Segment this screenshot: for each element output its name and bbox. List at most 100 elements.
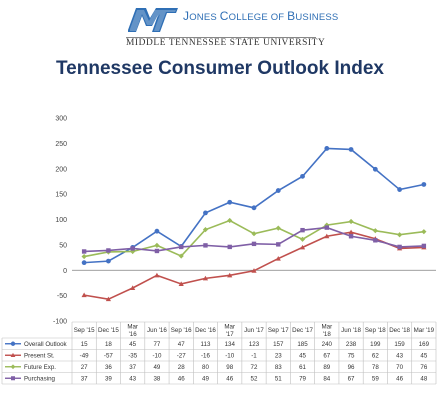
data-table-cell: 98 bbox=[226, 364, 233, 371]
legend-label: Future Exp. bbox=[24, 364, 56, 371]
data-point bbox=[81, 253, 87, 260]
data-point bbox=[300, 227, 305, 233]
data-table-cell: 169 bbox=[419, 341, 430, 348]
data-point bbox=[421, 243, 427, 249]
data-point bbox=[179, 244, 184, 250]
data-point bbox=[154, 242, 160, 248]
data-table-cell: 238 bbox=[346, 341, 357, 348]
legend-label: Present St. bbox=[24, 352, 55, 359]
y-tick-label: 50 bbox=[59, 242, 67, 249]
data-table-cell: 77 bbox=[153, 341, 160, 348]
data-table-cell: 76 bbox=[420, 364, 427, 371]
data-point bbox=[178, 253, 184, 259]
data-point bbox=[81, 249, 87, 254]
legend-key-marker bbox=[10, 352, 16, 358]
data-table-cell: 83 bbox=[275, 364, 282, 371]
data-table-cell: 67 bbox=[323, 352, 330, 359]
y-tick-label: 100 bbox=[55, 217, 67, 224]
data-point bbox=[324, 225, 329, 230]
data-point bbox=[251, 241, 257, 247]
data-table-cell: 49 bbox=[153, 364, 160, 371]
data-point bbox=[299, 244, 306, 250]
data-table-cell: 159 bbox=[394, 341, 405, 348]
data-table-cell: -16 bbox=[201, 352, 211, 359]
x-tick-label: Dec '16 bbox=[195, 327, 216, 334]
data-table-cell: 89 bbox=[323, 364, 330, 371]
data-point bbox=[421, 182, 427, 187]
data-point bbox=[251, 268, 257, 273]
data-point bbox=[130, 246, 135, 251]
data-point bbox=[81, 292, 87, 298]
header: JONES COLLEGE OF BUSINESS MIDDLE TENNESS… bbox=[0, 0, 440, 52]
data-point bbox=[105, 296, 111, 302]
data-point bbox=[348, 234, 354, 239]
mt-logo-icon bbox=[128, 8, 178, 32]
data-table-cell: -1 bbox=[251, 352, 257, 359]
data-table-cell: 46 bbox=[396, 375, 403, 382]
data-point bbox=[397, 187, 402, 192]
data-table-cell: 45 bbox=[420, 352, 427, 359]
data-point bbox=[324, 146, 330, 151]
data-table-cell: 27 bbox=[81, 364, 88, 371]
chart-title: Tennessee Consumer Outlook Index bbox=[55, 58, 384, 79]
data-point bbox=[154, 228, 160, 234]
x-tick-label: Dec '18 bbox=[389, 327, 410, 334]
data-table-cell: 39 bbox=[105, 375, 112, 382]
data-table-cell: 134 bbox=[225, 341, 236, 348]
data-table-cell: 96 bbox=[348, 364, 355, 371]
data-point bbox=[227, 244, 232, 250]
data-point bbox=[275, 255, 281, 261]
data-point bbox=[203, 243, 208, 248]
x-tick-label: '18 bbox=[323, 331, 332, 338]
data-table-cell: 37 bbox=[129, 364, 136, 371]
data-table-cell: 45 bbox=[129, 341, 136, 348]
data-point bbox=[178, 281, 184, 286]
data-table-cell: 36 bbox=[105, 364, 112, 371]
data-point bbox=[348, 229, 354, 235]
x-tick-label: Sep '16 bbox=[171, 327, 192, 334]
data-point bbox=[251, 205, 257, 211]
college-name: JONES COLLEGE OF BUSINESS bbox=[183, 9, 339, 23]
x-tick-label: Jun '16 bbox=[147, 327, 167, 334]
data-table-cell: 23 bbox=[275, 352, 282, 359]
data-point bbox=[275, 225, 281, 231]
header-divider bbox=[126, 37, 316, 38]
y-tick-label: 250 bbox=[55, 141, 67, 148]
data-table-cell: 80 bbox=[202, 364, 209, 371]
data-point bbox=[227, 272, 233, 278]
data-point bbox=[227, 217, 233, 224]
data-table-cell: 185 bbox=[297, 341, 308, 348]
x-tick-label: Sep '15 bbox=[74, 327, 95, 334]
x-tick-label: Sep '17 bbox=[268, 327, 289, 334]
data-table-cell: 43 bbox=[129, 375, 136, 382]
data-point bbox=[130, 285, 136, 291]
data-table-cell: -57 bbox=[104, 352, 114, 359]
data-table-cell: 70 bbox=[396, 364, 403, 371]
data-point bbox=[251, 231, 257, 237]
data-table-cell: 43 bbox=[396, 352, 403, 359]
y-tick-label: -100 bbox=[53, 319, 67, 326]
data-point bbox=[154, 248, 160, 254]
x-tick-label: Mar bbox=[321, 324, 332, 331]
data-table-cell: 18 bbox=[105, 341, 112, 348]
data-table-cell: 61 bbox=[299, 364, 306, 371]
legend-key-marker bbox=[10, 364, 16, 370]
data-point bbox=[300, 173, 305, 179]
data-table-cell: 59 bbox=[372, 375, 379, 382]
data-point bbox=[324, 233, 330, 239]
x-tick-label: Dec '17 bbox=[292, 327, 313, 334]
data-table-cell: -35 bbox=[128, 352, 138, 359]
data-point bbox=[372, 228, 378, 234]
data-point bbox=[203, 210, 208, 216]
data-point bbox=[421, 229, 427, 235]
data-point bbox=[227, 199, 233, 205]
legend-key-marker bbox=[11, 376, 15, 381]
data-table-cell: 15 bbox=[81, 341, 88, 348]
legend-label: Purchasing bbox=[24, 375, 56, 382]
data-table-cell: 45 bbox=[299, 352, 306, 359]
data-table-cell: 62 bbox=[372, 352, 379, 359]
data-table-cell: 37 bbox=[81, 375, 88, 382]
y-tick-label: -50 bbox=[57, 293, 67, 300]
x-tick-label: Dec '15 bbox=[98, 327, 119, 334]
data-table-cell: 113 bbox=[201, 341, 211, 348]
